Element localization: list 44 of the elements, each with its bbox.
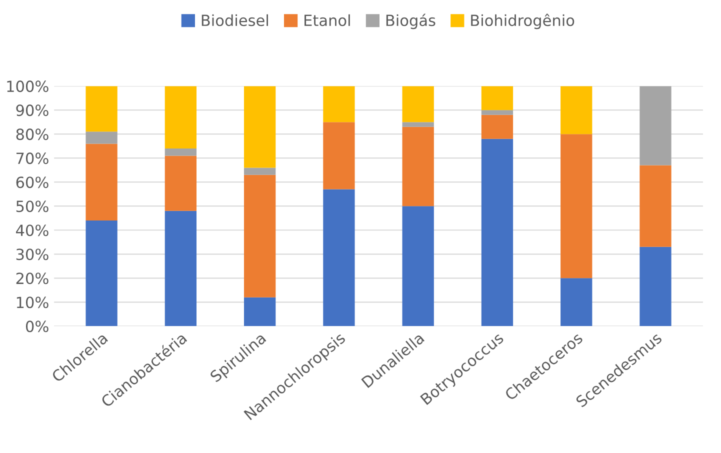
bar	[402, 126, 434, 206]
bar	[86, 86, 118, 132]
y-tick-label: 50%	[16, 200, 48, 212]
y-tick-label: 60%	[16, 176, 48, 188]
bar	[640, 246, 672, 326]
bar	[560, 86, 592, 134]
bar	[481, 86, 514, 110]
bar	[244, 174, 276, 298]
bar	[244, 86, 276, 168]
legend-label: Biohidrogênio	[471, 14, 574, 30]
bar	[244, 168, 276, 175]
y-tick-label: 90%	[16, 104, 48, 116]
bar	[164, 156, 197, 211]
bar	[402, 86, 434, 122]
y-tick-label: 80%	[16, 128, 48, 140]
y-tick-label: 0%	[26, 320, 48, 332]
bar	[640, 86, 672, 166]
y-tick-label: 30%	[16, 248, 48, 260]
bar	[86, 132, 118, 144]
bar	[86, 220, 118, 326]
bar	[560, 134, 592, 278]
bar	[323, 86, 355, 122]
bar	[481, 114, 514, 139]
legend-label: Biogás	[386, 14, 436, 30]
bar	[560, 278, 592, 326]
bar	[323, 122, 355, 190]
y-tick-label: 70%	[16, 152, 48, 164]
legend-label: Etanol	[304, 14, 350, 26]
bar	[640, 165, 672, 247]
bar	[481, 110, 514, 115]
bar	[244, 297, 276, 326]
y-tick-label: 10%	[16, 296, 48, 308]
y-tick-label: 20%	[16, 272, 48, 284]
bar	[164, 86, 197, 148]
legend-label: Biodiesel	[202, 14, 268, 26]
bar	[164, 148, 197, 156]
bar	[86, 144, 118, 221]
bar	[164, 210, 197, 326]
bar	[481, 138, 514, 326]
bar	[402, 122, 434, 127]
y-tick-label: 100%	[7, 80, 48, 92]
bar	[402, 206, 434, 326]
bar	[323, 189, 355, 326]
y-tick-label: 40%	[16, 224, 48, 236]
